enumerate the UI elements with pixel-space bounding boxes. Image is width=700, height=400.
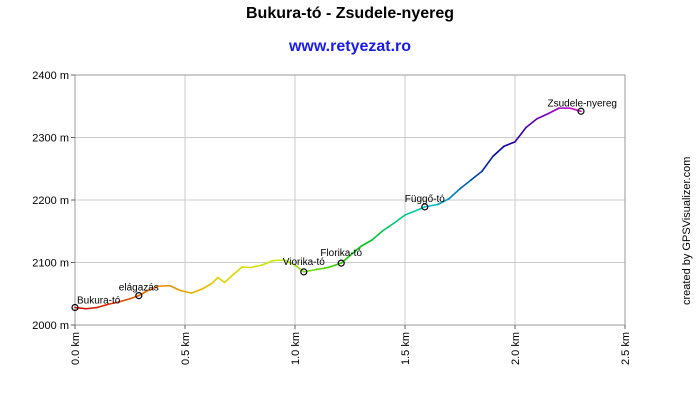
profile-segment xyxy=(525,117,538,129)
profile-segment xyxy=(382,222,395,232)
profile-segment xyxy=(459,179,472,190)
profile-segment xyxy=(448,187,461,200)
waypoint-marker xyxy=(135,292,143,300)
profile-segment xyxy=(272,259,285,262)
y-tick-label: 2000 m xyxy=(32,320,69,332)
profile-segment xyxy=(190,287,204,294)
profile-segment xyxy=(261,259,274,266)
page-subtitle-link[interactable]: www.retyezat.ro xyxy=(288,38,412,55)
profile-segment xyxy=(217,276,226,284)
profile-segment xyxy=(415,206,426,212)
waypoint-marker xyxy=(421,203,429,211)
profile-segment xyxy=(241,266,252,269)
profile-segment xyxy=(223,273,235,284)
x-tick-label: 1.5 km xyxy=(400,332,412,365)
profile-segment xyxy=(371,229,384,241)
page-title: Bukura-tó - Zsudele-nyereg xyxy=(245,5,455,22)
profile-segment xyxy=(302,268,318,273)
profile-segment xyxy=(168,284,182,292)
x-tick-label: 0.0 km xyxy=(70,332,82,365)
profile-segment xyxy=(470,170,483,181)
profile-segment xyxy=(85,306,98,310)
profile-segment xyxy=(146,285,160,292)
profile-segment xyxy=(96,303,109,309)
waypoint-marker xyxy=(337,259,345,267)
y-tick-label: 2300 m xyxy=(32,133,69,145)
elevation-profile xyxy=(74,107,582,310)
waypoint-marker xyxy=(300,268,308,276)
waypoint-marker xyxy=(71,303,79,312)
profile-segment xyxy=(349,245,362,257)
profile-segment xyxy=(514,126,527,143)
x-tick-label: 2.0 km xyxy=(510,332,522,365)
waypoint-marker xyxy=(577,107,585,115)
waypoint-label: Florika-tó xyxy=(320,248,362,259)
waypoint-label: Függő-tó xyxy=(405,194,445,205)
chart-grid xyxy=(75,75,625,325)
profile-segment xyxy=(316,266,329,271)
profile-segment xyxy=(250,264,263,269)
profile-segment xyxy=(360,239,373,248)
profile-segment xyxy=(294,264,305,273)
tick-labels: 2000 m 2100 m 2200 m 2300 m 2400 m 0.0 km 0.5 … xyxy=(32,70,632,365)
y-tick-label: 2200 m xyxy=(32,195,69,207)
profile-segment xyxy=(340,254,351,264)
profile-segment xyxy=(437,197,450,206)
waypoint-label: Bukura-tó xyxy=(77,296,121,307)
waypoint-label: elágazás xyxy=(119,283,159,294)
profile-segment xyxy=(404,209,417,216)
waypoint-label: Viorika-tó xyxy=(283,257,325,268)
y-tick-label: 2100 m xyxy=(32,258,69,270)
profile-segment xyxy=(138,289,149,297)
x-tick-label: 1.0 km xyxy=(290,332,302,365)
profile-segment xyxy=(118,297,131,303)
profile-segment xyxy=(481,155,494,173)
x-tick-label: 2.5 km xyxy=(620,332,632,365)
profile-segment xyxy=(393,214,406,224)
profile-segment xyxy=(536,112,549,120)
profile-segment xyxy=(423,203,439,208)
profile-segment xyxy=(547,107,560,115)
x-tick-label: 0.5 km xyxy=(180,332,192,365)
profile-segment xyxy=(201,282,213,290)
profile-segment xyxy=(569,107,582,113)
y-tick-label: 2400 m xyxy=(32,70,69,82)
profile-segment xyxy=(129,294,140,300)
waypoint-label: Zsudele-nyereg xyxy=(548,98,617,109)
profile-segment xyxy=(107,301,120,306)
profile-segment xyxy=(327,262,343,269)
profile-segment xyxy=(179,289,193,294)
profile-segment xyxy=(74,306,87,310)
profile-segment xyxy=(157,284,171,288)
chart-axes xyxy=(71,74,626,329)
profile-segment xyxy=(232,266,243,276)
profile-segment xyxy=(503,141,516,148)
profile-segment xyxy=(492,145,505,158)
profile-segment xyxy=(210,276,219,285)
profile-segment xyxy=(283,259,296,266)
